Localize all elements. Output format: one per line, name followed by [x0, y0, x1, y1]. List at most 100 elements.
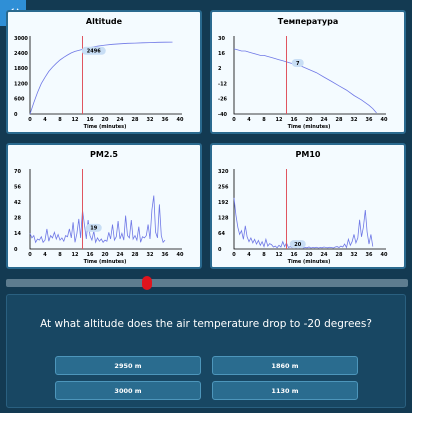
x-tick-label: 28 [132, 117, 139, 123]
pm10-chart: 0 64 128 192 256 320 0 4 8 12 16 20 24 28 32 36 40 Time (… [218, 169, 388, 265]
x-tick-label: 40 [381, 252, 388, 258]
y-tick-label: 70 [14, 169, 21, 175]
x-tick-label: 36 [366, 117, 373, 123]
x-tick-label: 8 [262, 252, 266, 258]
x-tick-label: 20 [102, 252, 109, 258]
axes [29, 169, 182, 250]
pm10-chart-panel: PM10 0 64 128 192 256 320 0 4 8 12 16 20 24 28 32 36 40 T… [210, 143, 406, 269]
x-tick-label: 0 [28, 117, 32, 123]
y-tick-label: 1800 [14, 66, 28, 72]
y-tick-label: 16 [218, 51, 225, 57]
series-line [233, 197, 374, 249]
chart-title: Altitude [85, 17, 123, 26]
y-tick-label: -40 [218, 112, 228, 118]
chart-title: PM2.5 [90, 150, 118, 159]
x-axis-label: Time (minutes) [84, 124, 127, 130]
x-tick-label: 40 [177, 117, 184, 123]
x-tick-label: 32 [351, 252, 358, 258]
x-tick-label: 4 [43, 252, 47, 258]
app-window: Altitude 0 600 1200 1800 2400 3000 0 4 8 12 16 20 24… [0, 0, 412, 413]
chart-title: Температура [277, 17, 339, 26]
x-tick-label: 0 [232, 117, 236, 123]
x-axis-label: Time (minutes) [288, 124, 331, 130]
chart-title: PM10 [295, 150, 321, 159]
x-tick-label: 20 [102, 117, 109, 123]
value-badge [289, 240, 306, 249]
temperature-chart-panel: Температура -40 -26 -12 2 16 30 0 4 8 12 16 20 24 28 3… [210, 10, 406, 134]
axes [233, 169, 386, 250]
x-tick-label: 16 [87, 117, 94, 123]
value-badge [81, 46, 106, 55]
y-tick-label: -12 [218, 81, 228, 87]
y-tick-label: 1200 [14, 81, 28, 87]
x-tick-label: 8 [58, 117, 62, 123]
axes [233, 36, 386, 115]
series-line [29, 41, 173, 115]
axes [29, 36, 182, 115]
value-badge [85, 223, 102, 232]
x-tick-label: 24 [321, 117, 328, 123]
x-tick-label: 36 [162, 252, 169, 258]
x-tick-label: 24 [117, 252, 124, 258]
y-tick-label: 2 [218, 66, 222, 72]
x-tick-label: 40 [177, 252, 184, 258]
x-tick-label: 0 [28, 252, 32, 258]
x-tick-label: 12 [72, 252, 79, 258]
timeline-handle[interactable] [141, 276, 152, 290]
x-tick-label: 36 [162, 117, 169, 123]
temperature-chart: -40 -26 -12 2 16 30 0 4 8 12 16 20 24 28 32 36 40 Time (m… [218, 36, 388, 130]
pm25-chart-panel: PM2.5 0 14 28 42 56 70 0 4 8 12 16 20 24 28 32 36 40 Time… [6, 143, 202, 269]
value-badge-label: 2496 [87, 49, 101, 55]
answer-button-1[interactable]: 2950 m [55, 356, 201, 375]
x-tick-label: 16 [291, 252, 298, 258]
y-tick-label: 128 [218, 216, 229, 222]
pm25-chart: 0 14 28 42 56 70 0 4 8 12 16 20 24 28 32 36 40 Time (minu… [14, 169, 184, 265]
answer-button-2[interactable]: 1860 m [212, 356, 358, 375]
value-badge-label: 20 [294, 242, 301, 248]
y-tick-label: 64 [218, 231, 225, 237]
x-tick-label: 16 [291, 117, 298, 123]
x-tick-label: 4 [43, 117, 47, 123]
x-tick-label: 28 [336, 117, 343, 123]
answer-button-4[interactable]: 1130 m [212, 381, 358, 400]
x-tick-label: 12 [72, 117, 79, 123]
answer-button-3[interactable]: 3000 m [55, 381, 201, 400]
y-tick-label: 320 [218, 169, 229, 175]
y-tick-label: 3000 [14, 36, 28, 42]
series-line [29, 195, 166, 244]
y-tick-label: 0 [218, 247, 222, 253]
altitude-chart-panel: Altitude 0 600 1200 1800 2400 3000 0 4 8 12 16 20 24… [6, 10, 202, 134]
y-tick-label: 192 [218, 200, 229, 206]
x-tick-label: 32 [351, 117, 358, 123]
x-tick-label: 16 [87, 252, 94, 258]
y-tick-label: 0 [14, 112, 18, 118]
series-line [233, 48, 377, 114]
y-tick-label: 14 [14, 231, 21, 237]
y-tick-label: 256 [218, 184, 229, 190]
x-tick-label: 24 [117, 117, 124, 123]
x-tick-label: 8 [58, 252, 62, 258]
altitude-chart: 0 600 1200 1800 2400 3000 0 4 8 12 16 20 24 28 32 36 40 T… [14, 36, 184, 130]
x-tick-label: 36 [366, 252, 373, 258]
value-badge-label: 19 [90, 226, 97, 232]
x-tick-label: 32 [147, 117, 154, 123]
x-tick-label: 20 [306, 252, 313, 258]
y-tick-label: -26 [218, 97, 228, 103]
x-tick-label: 12 [276, 252, 283, 258]
question-panel: At what altitude does the air temperatur… [6, 294, 406, 408]
x-tick-label: 4 [247, 252, 251, 258]
timeline-track[interactable] [6, 279, 408, 287]
x-tick-label: 4 [247, 117, 251, 123]
x-axis-label: Time (minutes) [288, 259, 331, 265]
x-tick-label: 28 [336, 252, 343, 258]
question-text: At what altitude does the air temperatur… [40, 318, 372, 330]
x-tick-label: 28 [132, 252, 139, 258]
x-tick-label: 12 [276, 117, 283, 123]
x-tick-label: 8 [262, 117, 266, 123]
y-tick-label: 600 [14, 97, 25, 103]
y-tick-label: 42 [14, 200, 21, 206]
y-tick-label: 28 [14, 216, 21, 222]
y-tick-label: 2400 [14, 51, 28, 57]
y-tick-label: 0 [14, 247, 18, 253]
x-tick-label: 0 [232, 252, 236, 258]
